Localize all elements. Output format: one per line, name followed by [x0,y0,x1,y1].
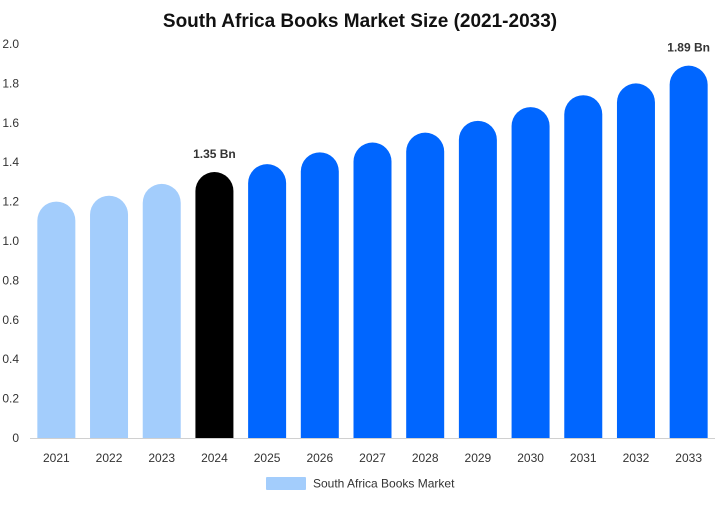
bar-2026[interactable] [300,152,339,438]
y-tick-label: 1.4 [2,155,19,169]
bar-2023[interactable] [142,183,181,438]
x-tick-label: 2021 [43,451,70,465]
legend[interactable]: South Africa Books Market [266,477,455,491]
bar-2021[interactable] [37,201,76,438]
chart-title: South Africa Books Market Size (2021-203… [163,11,557,32]
bar-2025[interactable] [248,164,287,438]
bar-2033[interactable] [669,65,708,439]
x-tick-label: 2031 [570,451,597,465]
bar-2022[interactable] [90,195,129,438]
x-tick-label: 2030 [517,451,544,465]
x-tick-label: 2024 [201,451,228,465]
bar-2029[interactable] [458,120,497,438]
x-tick-label: 2033 [675,451,702,465]
y-tick-label: 1.2 [2,195,19,209]
bar-2024[interactable] [195,172,234,439]
bar-2028[interactable] [406,132,445,438]
data-labels-group: 1.35 Bn 1.89 Bn [193,41,710,161]
x-tick-label: 2023 [148,451,175,465]
x-tick-label: 2022 [96,451,123,465]
x-tick-label: 2025 [254,451,281,465]
y-tick-label: 1.8 [2,76,19,90]
y-tick-label: 0.8 [2,273,19,287]
y-tick-label: 0.6 [2,313,19,327]
bar-2030[interactable] [511,107,550,439]
y-tick-label: 0 [12,431,19,445]
y-tick-label: 0.2 [2,392,19,406]
y-tick-label: 1.0 [2,234,19,248]
x-tick-label: 2032 [623,451,650,465]
bar-2031[interactable] [564,95,603,438]
legend-label[interactable]: South Africa Books Market [313,477,455,491]
bars-group [37,65,708,439]
legend-swatch[interactable] [266,477,306,490]
data-label-2033: 1.89 Bn [667,41,710,55]
x-tick-label: 2028 [412,451,439,465]
x-axis: 2021 2022 2023 2024 2025 2026 2027 2028 2029 2030… [43,451,702,465]
y-axis: 0 0.2 0.4 0.6 0.8 1.0 1.2 1.4 1.6 1.8 2.0 [2,37,19,445]
y-tick-label: 2.0 [2,37,19,51]
y-tick-label: 0.4 [2,352,19,366]
data-label-2024: 1.35 Bn [193,147,236,161]
x-tick-label: 2029 [465,451,492,465]
y-tick-label: 1.6 [2,116,19,130]
x-tick-label: 2027 [359,451,386,465]
bar-2032[interactable] [616,83,655,439]
bar-2027[interactable] [353,142,392,439]
x-tick-label: 2026 [306,451,333,465]
